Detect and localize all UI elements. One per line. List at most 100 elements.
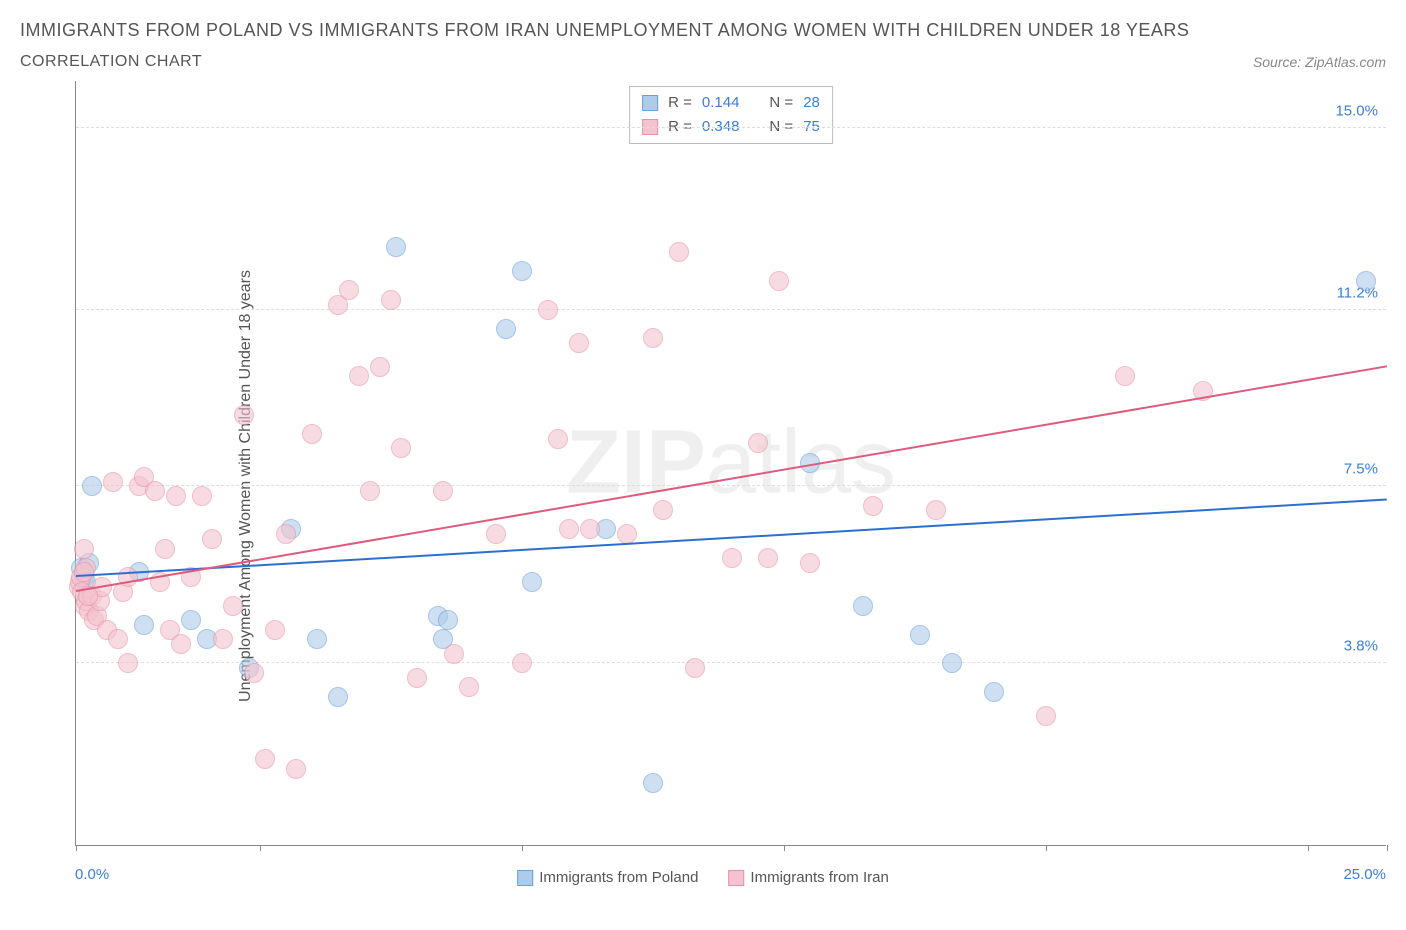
scatter-point-iran bbox=[349, 366, 369, 386]
chart-title: IMMIGRANTS FROM POLAND VS IMMIGRANTS FRO… bbox=[20, 20, 1386, 41]
scatter-point-iran bbox=[548, 429, 568, 449]
legend-item-iran: Immigrants from Iran bbox=[728, 869, 888, 886]
subtitle-row: CORRELATION CHART Source: ZipAtlas.com bbox=[20, 53, 1386, 71]
scatter-point-iran bbox=[360, 481, 380, 501]
swatch-iran bbox=[728, 870, 744, 886]
stats-row-poland: R =0.144N =28 bbox=[642, 91, 820, 115]
scatter-point-iran bbox=[103, 472, 123, 492]
scatter-point-iran bbox=[559, 519, 579, 539]
scatter-point-iran bbox=[118, 567, 138, 587]
scatter-point-iran bbox=[155, 539, 175, 559]
scatter-point-iran bbox=[580, 519, 600, 539]
scatter-point-poland bbox=[386, 237, 406, 257]
scatter-point-iran bbox=[444, 644, 464, 664]
scatter-point-iran bbox=[722, 548, 742, 568]
scatter-point-iran bbox=[118, 653, 138, 673]
x-tick bbox=[76, 845, 77, 851]
scatter-point-iran bbox=[145, 481, 165, 501]
scatter-point-iran bbox=[213, 629, 233, 649]
scatter-point-poland bbox=[853, 596, 873, 616]
scatter-point-iran bbox=[863, 496, 883, 516]
scatter-point-iran bbox=[108, 629, 128, 649]
scatter-point-iran bbox=[926, 500, 946, 520]
scatter-point-iran bbox=[758, 548, 778, 568]
scatter-point-poland bbox=[496, 319, 516, 339]
x-tick bbox=[522, 845, 523, 851]
scatter-point-poland bbox=[82, 476, 102, 496]
scatter-point-poland bbox=[942, 653, 962, 673]
gridline-h bbox=[76, 662, 1386, 663]
gridline-h bbox=[76, 309, 1386, 310]
y-tick-label: 3.8% bbox=[1344, 638, 1378, 655]
source-label: Source: bbox=[1253, 54, 1301, 70]
y-tick-label: 15.0% bbox=[1335, 102, 1378, 119]
legend-item-poland: Immigrants from Poland bbox=[517, 869, 698, 886]
x-tick bbox=[1387, 845, 1388, 851]
scatter-point-iran bbox=[255, 749, 275, 769]
scatter-point-iran bbox=[166, 486, 186, 506]
scatter-point-poland bbox=[181, 610, 201, 630]
scatter-point-poland bbox=[512, 261, 532, 281]
chart-container: Unemployment Among Women with Children U… bbox=[20, 81, 1386, 891]
swatch-poland bbox=[642, 95, 658, 111]
gridline-h bbox=[76, 127, 1386, 128]
scatter-point-iran bbox=[74, 562, 94, 582]
scatter-point-iran bbox=[569, 333, 589, 353]
scatter-point-iran bbox=[74, 539, 94, 559]
scatter-point-poland bbox=[643, 773, 663, 793]
x-tick bbox=[260, 845, 261, 851]
r-value: 0.144 bbox=[702, 91, 740, 115]
x-tick bbox=[784, 845, 785, 851]
scatter-point-iran bbox=[286, 759, 306, 779]
scatter-point-iran bbox=[685, 658, 705, 678]
scatter-point-iran bbox=[512, 653, 532, 673]
scatter-point-iran bbox=[339, 280, 359, 300]
scatter-point-iran bbox=[407, 668, 427, 688]
x-min-label: 0.0% bbox=[75, 866, 109, 883]
x-tick bbox=[1308, 845, 1309, 851]
scatter-point-poland bbox=[984, 682, 1004, 702]
x-max-label: 25.0% bbox=[1343, 866, 1386, 883]
scatter-point-iran bbox=[265, 620, 285, 640]
scatter-point-iran bbox=[391, 438, 411, 458]
scatter-point-iran bbox=[1036, 706, 1056, 726]
scatter-point-poland bbox=[307, 629, 327, 649]
scatter-point-iran bbox=[653, 500, 673, 520]
scatter-point-iran bbox=[538, 300, 558, 320]
scatter-point-iran bbox=[669, 242, 689, 262]
scatter-point-iran bbox=[769, 271, 789, 291]
scatter-point-iran bbox=[276, 524, 296, 544]
source-value: ZipAtlas.com bbox=[1305, 54, 1386, 70]
scatter-point-iran bbox=[223, 596, 243, 616]
scatter-point-iran bbox=[381, 290, 401, 310]
legend-bottom: Immigrants from Poland Immigrants from Ir… bbox=[517, 869, 889, 886]
stats-legend-box: R =0.144N =28R =0.348N =75 bbox=[629, 86, 833, 144]
scatter-point-poland bbox=[1356, 271, 1376, 291]
scatter-point-iran bbox=[302, 424, 322, 444]
r-label: R = bbox=[668, 91, 692, 115]
scatter-point-iran bbox=[1115, 366, 1135, 386]
scatter-point-iran bbox=[244, 663, 264, 683]
scatter-point-iran bbox=[370, 357, 390, 377]
scatter-point-iran bbox=[433, 481, 453, 501]
y-tick-label: 7.5% bbox=[1344, 461, 1378, 478]
swatch-poland bbox=[517, 870, 533, 886]
x-tick bbox=[1046, 845, 1047, 851]
scatter-point-iran bbox=[459, 677, 479, 697]
scatter-point-iran bbox=[748, 433, 768, 453]
scatter-point-poland bbox=[438, 610, 458, 630]
scatter-point-iran bbox=[234, 405, 254, 425]
scatter-point-iran bbox=[617, 524, 637, 544]
source-credit: Source: ZipAtlas.com bbox=[1253, 54, 1386, 70]
scatter-point-iran bbox=[202, 529, 222, 549]
scatter-point-poland bbox=[910, 625, 930, 645]
n-label: N = bbox=[769, 91, 793, 115]
watermark-bold: ZIP bbox=[566, 413, 706, 513]
scatter-point-iran bbox=[643, 328, 663, 348]
scatter-point-poland bbox=[522, 572, 542, 592]
chart-subtitle: CORRELATION CHART bbox=[20, 53, 202, 71]
gridline-h bbox=[76, 485, 1386, 486]
scatter-point-poland bbox=[134, 615, 154, 635]
legend-label: Immigrants from Iran bbox=[750, 869, 888, 886]
scatter-point-poland bbox=[328, 687, 348, 707]
